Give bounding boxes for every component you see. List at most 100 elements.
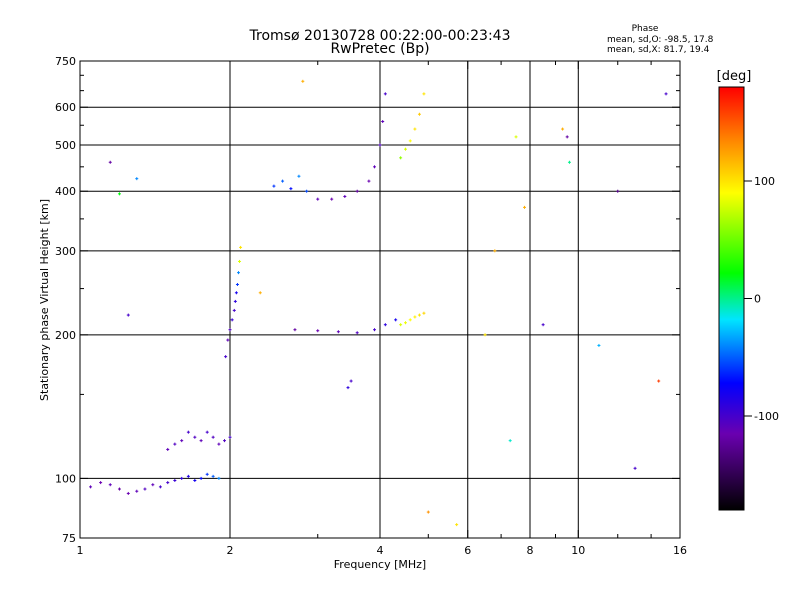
data-point: [281, 179, 285, 183]
colorbar: [718, 86, 745, 511]
y-tick-label: 200: [55, 329, 76, 342]
x-tick-label: 6: [464, 544, 471, 557]
data-point: [383, 92, 387, 96]
data-point: [567, 160, 571, 164]
data-point: [233, 299, 237, 303]
data-point: [493, 249, 497, 253]
y-tick-label: 500: [55, 139, 76, 152]
data-point: [373, 165, 377, 169]
data-point: [108, 483, 112, 487]
data-point: [232, 308, 236, 312]
x-tick-label: 10: [571, 544, 585, 557]
data-point: [126, 313, 130, 317]
data-point: [426, 510, 430, 514]
x-tick-label: 4: [377, 544, 384, 557]
data-point: [565, 135, 569, 139]
data-point: [226, 338, 230, 342]
colorbar-label: [deg]: [717, 69, 752, 84]
data-point: [422, 92, 426, 96]
y-tick-label: 75: [62, 532, 76, 545]
data-point: [413, 315, 417, 319]
data-point: [289, 187, 293, 191]
y-tick-label: 750: [55, 55, 76, 68]
data-point: [135, 489, 139, 493]
data-point: [514, 135, 518, 139]
data-point: [217, 476, 221, 480]
data-point: [346, 386, 350, 390]
data-point: [408, 318, 412, 322]
data-point: [399, 156, 403, 160]
data-point: [186, 474, 190, 478]
y-tick-label: 400: [55, 185, 76, 198]
data-point: [541, 323, 545, 327]
colorbar-ticks: 100 0 -100: [744, 175, 779, 423]
x-tick-label: 8: [527, 544, 534, 557]
data-point: [108, 160, 112, 164]
data-point: [293, 328, 297, 332]
data-point: [173, 442, 177, 446]
data-point: [483, 333, 487, 337]
data-point: [205, 472, 209, 476]
data-point: [297, 174, 301, 178]
data-point: [228, 328, 232, 332]
data-point: [355, 331, 359, 335]
colorbar-tick-label: -100: [754, 410, 779, 423]
data-point: [305, 189, 309, 193]
data-point: [117, 192, 121, 196]
data-point: [508, 439, 512, 443]
data-point: [381, 120, 385, 124]
data-point: [186, 430, 190, 434]
data-point: [89, 485, 93, 489]
colorbar-tick-label: 0: [754, 293, 761, 306]
y-tick-label: 600: [55, 101, 76, 114]
data-point: [211, 474, 215, 478]
data-point: [151, 483, 155, 487]
y-axis-label: Stationary phase Virtual Height [km]: [38, 199, 51, 401]
data-point: [199, 476, 203, 480]
data-point: [417, 313, 421, 317]
data-point: [367, 179, 371, 183]
y-tick-label: 100: [55, 472, 76, 485]
plot-frame: [79, 60, 681, 539]
data-point: [193, 435, 197, 439]
data-point: [180, 439, 184, 443]
phase-stats-o: mean, sd,O: -98.5, 17.8: [607, 35, 714, 45]
data-point: [258, 291, 262, 295]
data-point: [336, 330, 340, 334]
data-point: [383, 323, 387, 327]
data-point: [597, 343, 601, 347]
data-point: [417, 112, 421, 116]
data-point: [158, 485, 162, 489]
data-point: [166, 447, 170, 451]
chart-subtitle: RwPretec (Bp): [330, 41, 429, 57]
data-point: [561, 127, 565, 131]
data-point: [394, 318, 398, 322]
data-point: [217, 442, 221, 446]
data-point: [330, 197, 334, 201]
data-point: [408, 139, 412, 143]
data-point: [211, 435, 215, 439]
data-point: [355, 189, 359, 193]
phase-heading: Phase: [632, 24, 659, 34]
chart-title: Tromsø 20130728 00:22:00-00:23:43: [249, 28, 511, 44]
x-tick-label: 16: [673, 544, 687, 557]
data-point: [316, 329, 320, 333]
data-point: [180, 476, 184, 480]
x-tick-label: 2: [227, 544, 234, 557]
x-tick-label: 1: [77, 544, 84, 557]
data-point: [234, 291, 238, 295]
data-point: [413, 127, 417, 131]
data-point: [236, 271, 240, 275]
data-point: [403, 321, 407, 325]
axes: 1 2 4 6 8 10 16 75 100 200 300 400 500 600 750: [55, 55, 687, 557]
data-point: [99, 481, 103, 485]
data-point: [143, 487, 147, 491]
data-point: [224, 355, 228, 359]
colorbar-tick-label: 100: [754, 175, 775, 188]
data-point: [616, 189, 620, 193]
data-point: [373, 328, 377, 332]
data-point: [399, 323, 403, 327]
data-point: [272, 184, 276, 188]
x-axis-label: Frequency [MHz]: [334, 558, 426, 571]
